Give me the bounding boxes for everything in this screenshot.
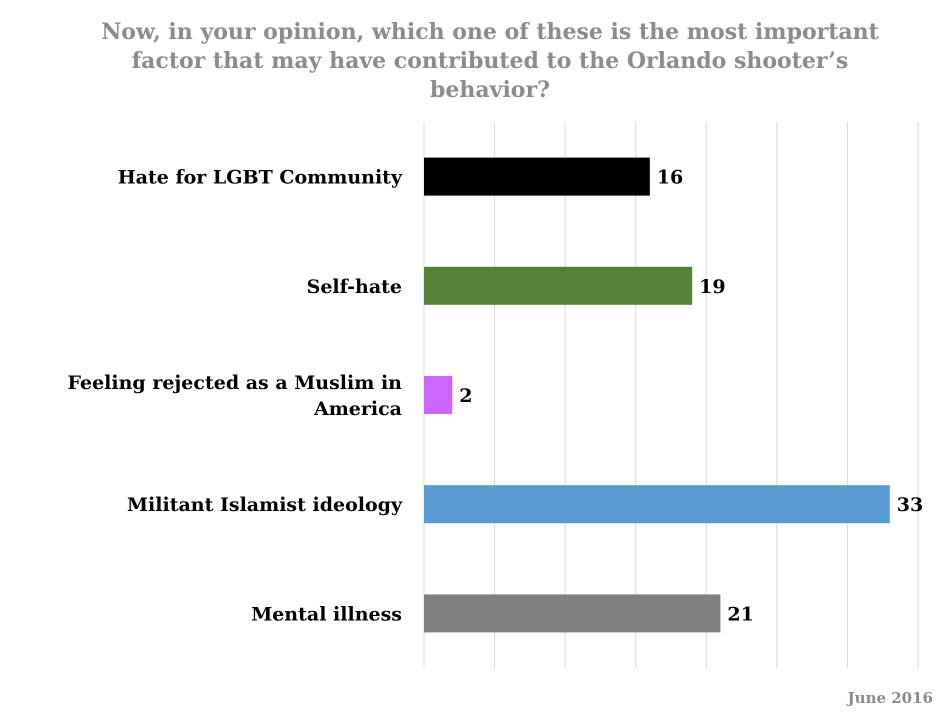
date-footer: June 2016 bbox=[847, 689, 933, 707]
chart-title-line-3: behavior? bbox=[430, 77, 550, 103]
bar bbox=[424, 485, 890, 524]
category-label: Hate for LGBT Community bbox=[118, 167, 403, 189]
category-label: America bbox=[313, 398, 402, 420]
data-label: 19 bbox=[699, 276, 725, 298]
bar bbox=[424, 376, 453, 414]
bar bbox=[424, 594, 721, 633]
category-label: Feeling rejected as a Muslim in bbox=[68, 372, 403, 394]
chart-title: Now, in your opinion, which one of these… bbox=[60, 18, 920, 105]
category-label: Mental illness bbox=[251, 603, 402, 625]
bar bbox=[424, 266, 693, 305]
gridlines bbox=[423, 122, 919, 668]
data-label: 33 bbox=[897, 494, 923, 516]
data-label: 16 bbox=[657, 167, 683, 189]
category-labels: Hate for LGBT Community Self-hate Feeling … bbox=[68, 167, 403, 626]
category-label: Self-hate bbox=[307, 276, 402, 298]
value-labels: 16 19 2 33 21 bbox=[459, 167, 923, 626]
chart-title-line-1: Now, in your opinion, which one of these… bbox=[101, 19, 879, 45]
data-label: 2 bbox=[459, 385, 472, 407]
bars bbox=[424, 157, 890, 633]
category-label: Militant Islamist ideology bbox=[127, 494, 403, 516]
chart-title-line-2: factor that may have contributed to the … bbox=[131, 48, 849, 74]
bar bbox=[424, 157, 650, 196]
data-label: 21 bbox=[727, 603, 753, 625]
